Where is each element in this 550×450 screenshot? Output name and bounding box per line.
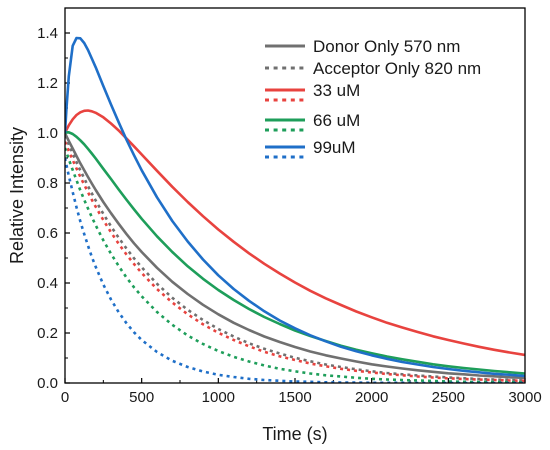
series-line-2-dotted <box>65 135 525 382</box>
y-axis-ticks: 0.0 0.2 0.4 0.6 0.8 1.0 1.2 1.4 <box>37 7 70 392</box>
x-tick-label: 0 <box>61 389 69 406</box>
x-tick-label: 2500 <box>432 389 465 406</box>
legend-label-4: 66 uM <box>313 111 360 130</box>
series-line-4-solid <box>65 131 525 375</box>
y-axis-title: Relative Intensity <box>7 127 27 264</box>
y-tick-label: 0.4 <box>37 275 58 292</box>
legend: Donor Only 570 nm Acceptor Only 820 nm 33 … <box>265 37 481 159</box>
series-lines <box>65 36 525 383</box>
y-tick-label: 1.4 <box>37 25 58 42</box>
y-tick-label: 0.2 <box>37 325 58 342</box>
x-axis-ticks: 0 500 1000 1500 2000 2500 3000 <box>61 378 542 406</box>
legend-label-5: 99uM <box>313 138 356 157</box>
legend-label-3: 33 uM <box>313 81 360 100</box>
series-line-8-dotted <box>65 157 525 383</box>
series-line-7-dotted <box>65 147 525 383</box>
x-tick-label: 3000 <box>508 389 541 406</box>
x-tick-label: 2000 <box>355 389 388 406</box>
series-line-5-solid <box>65 36 525 378</box>
y-tick-label: 1.2 <box>37 75 58 92</box>
series-line-6-dotted <box>65 141 525 383</box>
y-tick-label: 0.6 <box>37 225 58 242</box>
x-tick-label: 500 <box>129 389 154 406</box>
y-tick-label: 0.0 <box>37 375 58 392</box>
legend-label-2: Acceptor Only 820 nm <box>313 59 481 78</box>
x-axis-title: Time (s) <box>262 424 327 444</box>
series-line-3-solid <box>65 109 525 357</box>
x-tick-label: 1500 <box>278 389 311 406</box>
legend-label-1: Donor Only 570 nm <box>313 37 460 56</box>
plot-frame <box>64 7 526 384</box>
y-tick-label: 1.0 <box>37 125 58 142</box>
x-tick-label: 1000 <box>202 389 235 406</box>
y-tick-label: 0.8 <box>37 175 58 192</box>
series-line-1-solid <box>65 132 525 380</box>
